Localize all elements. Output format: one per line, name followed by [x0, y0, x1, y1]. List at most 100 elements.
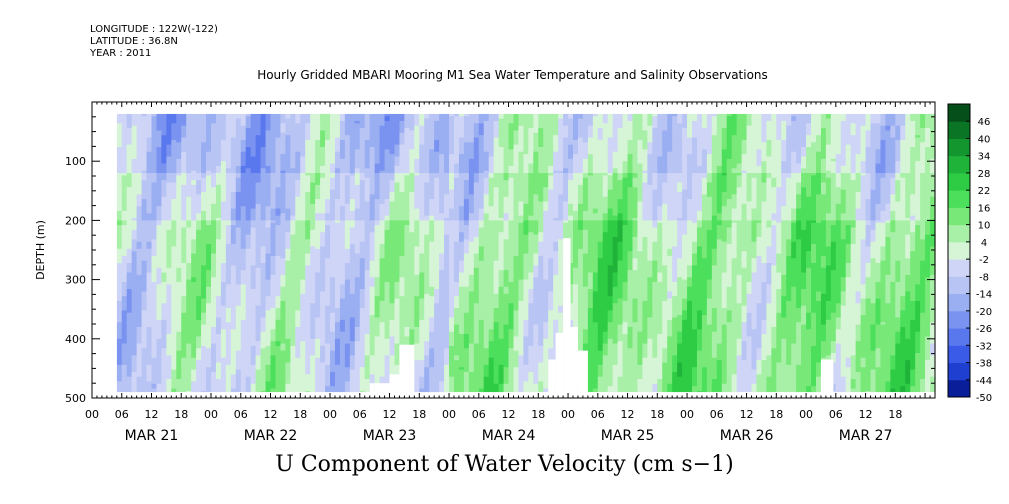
heatmap-cell — [126, 125, 133, 129]
heatmap-cell — [176, 376, 182, 380]
heatmap-cell — [156, 274, 163, 278]
heatmap-cell — [176, 125, 182, 129]
heatmap-cell — [146, 253, 153, 257]
heatmap-cell — [166, 182, 172, 186]
heatmap-cell — [166, 298, 172, 302]
heatmap-cell — [126, 303, 133, 307]
heatmap-cell — [176, 369, 182, 373]
heatmap-cell — [126, 123, 133, 127]
heatmap-cell — [156, 203, 163, 207]
heatmap-cell — [136, 139, 143, 143]
heatmap-cell — [156, 350, 163, 354]
heatmap-cell — [121, 116, 128, 120]
heatmap-cell — [131, 210, 138, 214]
heatmap-cell — [121, 201, 128, 205]
heatmap-cell — [171, 218, 177, 221]
heatmap-cell — [141, 241, 148, 245]
heatmap-cell — [116, 135, 123, 139]
heatmap-cell — [156, 364, 163, 368]
heatmap-cell — [141, 308, 148, 311]
heatmap-cell — [116, 132, 123, 136]
heatmap-cell — [146, 180, 153, 184]
heatmap-cell — [141, 364, 148, 368]
heatmap-cell — [136, 291, 143, 295]
heatmap-cell — [121, 149, 128, 153]
heatmap-cell — [176, 232, 182, 236]
heatmap-cell — [151, 125, 158, 129]
heatmap-cell — [136, 146, 143, 150]
heatmap-cell — [151, 144, 158, 148]
heatmap-cell — [151, 218, 158, 221]
heatmap-cell — [176, 379, 182, 383]
heatmap-cell — [181, 156, 187, 160]
heatmap-cell — [141, 305, 148, 309]
heatmap-cell — [126, 353, 133, 356]
heatmap-cell — [166, 324, 172, 328]
heatmap-cell — [171, 196, 177, 200]
heatmap-cell — [116, 177, 123, 181]
heatmap-cell — [121, 360, 128, 364]
heatmap-cell — [116, 274, 123, 278]
heatmap-cell — [166, 376, 172, 380]
heatmap-cell — [146, 125, 153, 129]
heatmap-cell — [146, 381, 153, 385]
heatmap-cell — [161, 381, 167, 385]
heatmap-cell — [121, 277, 128, 281]
heatmap-cell — [151, 184, 158, 188]
heatmap-cell — [161, 274, 167, 278]
heatmap-cell — [121, 184, 128, 188]
heatmap-cell — [166, 135, 172, 139]
heatmap-cell — [146, 312, 153, 316]
heatmap-cell — [151, 364, 158, 368]
heatmap-cell — [181, 165, 187, 169]
heatmap-cell — [151, 296, 158, 300]
heatmap-cell — [121, 291, 128, 295]
heatmap-cell — [126, 289, 133, 293]
heatmap-cell — [176, 248, 182, 252]
heatmap-cell — [116, 189, 123, 193]
heatmap-cell — [156, 130, 163, 134]
heatmap-cell — [131, 383, 138, 387]
heatmap-cell — [171, 353, 177, 356]
heatmap-cell — [141, 222, 148, 226]
heatmap-cell — [176, 151, 182, 155]
heatmap-cell — [166, 255, 172, 259]
heatmap-cell — [131, 232, 138, 236]
heatmap-cell — [136, 187, 143, 191]
heatmap-cell — [116, 300, 123, 304]
heatmap-cell — [131, 189, 138, 193]
heatmap-cell — [141, 274, 148, 278]
heatmap-cell — [171, 255, 177, 259]
heatmap-cell — [151, 210, 158, 214]
heatmap-cell — [126, 187, 133, 191]
heatmap-cell — [136, 286, 143, 290]
heatmap-cell — [171, 244, 177, 248]
heatmap-cell — [146, 220, 153, 224]
heatmap-cell — [171, 206, 177, 210]
heatmap-cell — [166, 364, 172, 368]
heatmap-cell — [171, 272, 177, 276]
heatmap-cell — [146, 130, 153, 134]
heatmap-cell — [176, 170, 182, 174]
heatmap-cell — [121, 125, 128, 129]
heatmap-cell — [161, 113, 167, 117]
heatmap-cell — [176, 305, 182, 309]
heatmap-cell — [146, 263, 153, 266]
heatmap-cell — [136, 260, 143, 264]
heatmap-cell — [156, 125, 163, 129]
heatmap-cell — [176, 168, 182, 172]
heatmap-cell — [176, 120, 182, 124]
heatmap-cell — [126, 156, 133, 160]
heatmap-cell — [131, 357, 138, 361]
heatmap-cell — [141, 158, 148, 162]
heatmap-cell — [156, 218, 163, 221]
heatmap-cell — [166, 279, 172, 283]
heatmap-cell — [156, 239, 163, 243]
heatmap-cell — [156, 199, 163, 203]
heatmap-cell — [146, 244, 153, 248]
heatmap-cell — [176, 286, 182, 290]
heatmap-cell — [176, 381, 182, 385]
heatmap-cell — [126, 388, 133, 392]
heatmap-cell — [141, 187, 148, 191]
heatmap-cell — [136, 386, 143, 390]
